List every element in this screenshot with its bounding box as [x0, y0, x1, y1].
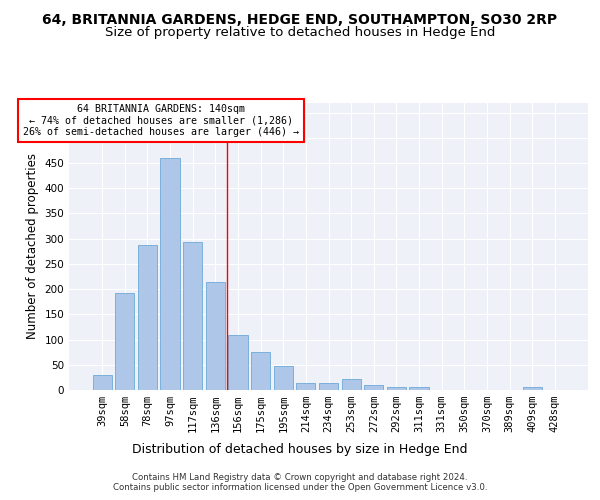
Y-axis label: Number of detached properties: Number of detached properties	[26, 153, 39, 340]
Bar	[138, 244, 157, 390]
Bar	[523, 388, 542, 390]
Bar	[364, 385, 383, 390]
Text: Contains public sector information licensed under the Open Government Licence v3: Contains public sector information licen…	[113, 484, 487, 492]
Bar	[409, 388, 428, 390]
Bar	[387, 388, 406, 390]
Bar	[160, 158, 180, 390]
Bar	[274, 366, 293, 390]
Bar	[229, 334, 248, 390]
Bar	[296, 384, 316, 390]
Text: Distribution of detached houses by size in Hedge End: Distribution of detached houses by size …	[132, 442, 468, 456]
Bar	[183, 242, 202, 390]
Bar	[115, 293, 134, 390]
Bar	[251, 352, 270, 390]
Bar	[319, 384, 338, 390]
Bar	[341, 379, 361, 390]
Bar	[206, 282, 225, 390]
Bar	[92, 375, 112, 390]
Text: Size of property relative to detached houses in Hedge End: Size of property relative to detached ho…	[105, 26, 495, 39]
Text: Contains HM Land Registry data © Crown copyright and database right 2024.: Contains HM Land Registry data © Crown c…	[132, 472, 468, 482]
Text: 64, BRITANNIA GARDENS, HEDGE END, SOUTHAMPTON, SO30 2RP: 64, BRITANNIA GARDENS, HEDGE END, SOUTHA…	[43, 12, 557, 26]
Text: 64 BRITANNIA GARDENS: 140sqm
← 74% of detached houses are smaller (1,286)
26% of: 64 BRITANNIA GARDENS: 140sqm ← 74% of de…	[23, 104, 299, 137]
